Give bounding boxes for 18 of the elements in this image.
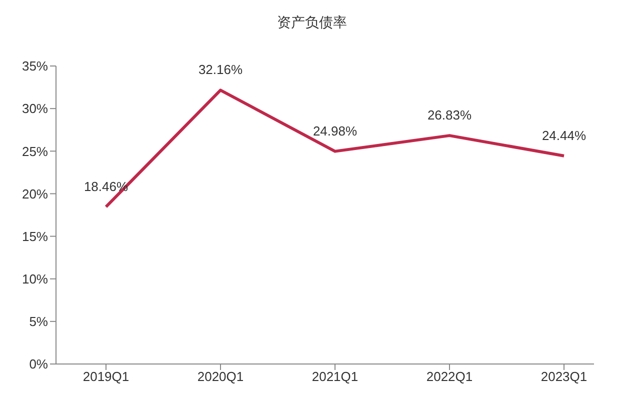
x-tick-label: 2021Q1 xyxy=(312,369,358,384)
text: 24.98% xyxy=(312,123,358,138)
text: 32.16% xyxy=(198,62,243,78)
chart-title: 资产负债率 xyxy=(276,14,348,33)
y-tick-label: 25% xyxy=(22,144,48,159)
y-tick-label: 10% xyxy=(22,271,48,286)
text: 26.83% xyxy=(427,108,472,123)
x-tick-label: 2020Q1 xyxy=(197,369,244,384)
x-tick-label: 2019Q1 xyxy=(82,369,130,384)
text: 24.44% xyxy=(542,128,586,143)
y-tick-label: 5% xyxy=(29,314,48,330)
y-tick-label: 0% xyxy=(29,356,48,372)
y-tick-label: 35% xyxy=(22,58,48,74)
x-tick-label: 2023Q1 xyxy=(540,369,588,384)
x-tick-label: 2022Q1 xyxy=(426,369,473,384)
y-tick-label: 20% xyxy=(22,186,48,202)
y-tick-label: 30% xyxy=(22,101,48,116)
y-tick-label: 15% xyxy=(22,228,48,244)
